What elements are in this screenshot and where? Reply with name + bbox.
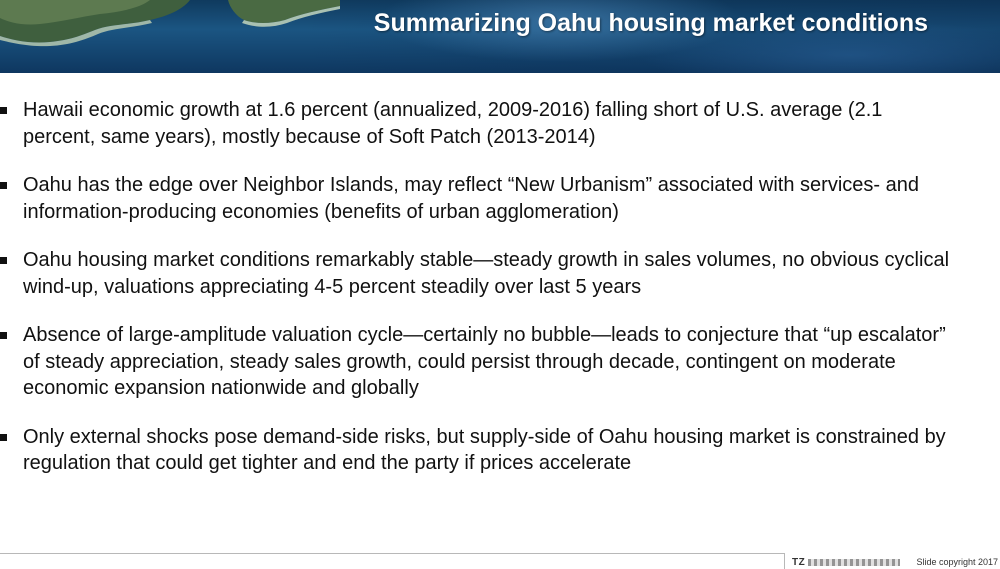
square-bullet-icon [0,257,7,264]
island-landmass-right [228,0,340,23]
bullet-text: Only external shocks pose demand-side ri… [23,425,946,475]
footer-divider-tick [784,553,785,569]
bullet-text: Oahu has the edge over Neighbor Islands,… [23,174,919,223]
square-bullet-icon [0,332,7,339]
bullet-item: Only external shocks pose demand-side ri… [0,424,1000,477]
square-bullet-icon [0,182,7,189]
island-coastline-image [0,0,340,47]
bullet-list: Hawaii economic growth at 1.6 percent (a… [0,97,1000,499]
bullet-text: Absence of large-amplitude valuation cyc… [23,324,946,399]
bullet-item: Hawaii economic growth at 1.6 percent (a… [0,97,1000,150]
bullet-item: Absence of large-amplitude valuation cyc… [0,322,1000,402]
bullet-text: Oahu housing market conditions remarkabl… [23,249,950,298]
copyright-text: Slide copyright 2017 [916,557,998,567]
logo-wordmark-image [808,558,901,566]
square-bullet-icon [0,433,7,441]
bullet-text: Hawaii economic growth at 1.6 percent (a… [23,99,883,148]
slide-title: Summarizing Oahu housing market conditio… [373,9,928,37]
bullet-item: Oahu housing market conditions remarkabl… [0,247,1000,300]
bullet-item: Oahu has the edge over Neighbor Islands,… [0,172,1000,225]
title-banner: Summarizing Oahu housing market conditio… [0,0,1000,73]
island-shore-left [0,20,152,47]
logo-mark: TZ [792,556,806,568]
square-bullet-icon [0,107,7,114]
island-highlands-left [0,0,150,25]
footer-divider [0,553,785,554]
footer-logo: TZ [792,556,901,568]
island-shore-right [242,6,340,27]
